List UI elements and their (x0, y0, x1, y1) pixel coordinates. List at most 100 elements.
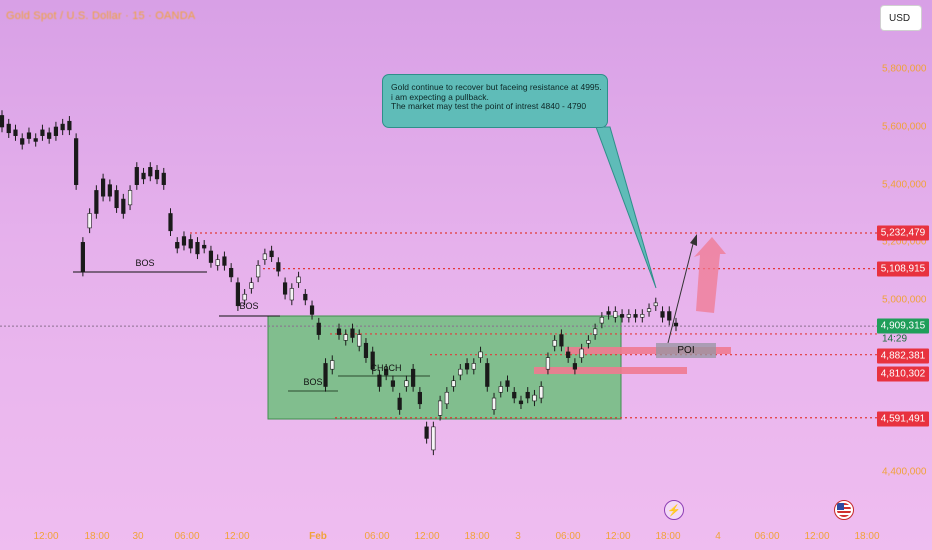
candle-up (640, 314, 645, 318)
candle-down (202, 244, 207, 249)
poi-label[interactable]: POI (656, 343, 716, 358)
candle-down (384, 368, 389, 376)
projection-wedge (694, 237, 726, 313)
candle-up (593, 328, 598, 335)
candle-up (552, 340, 557, 347)
candle-down (316, 322, 321, 335)
candle-up (579, 348, 584, 358)
candle-down (377, 374, 382, 387)
time-tick: 12:00 (224, 531, 250, 542)
price-tick: 4,400,000 (882, 466, 927, 478)
time-tick: 12:00 (605, 531, 631, 542)
time-tick: 18:00 (464, 531, 490, 542)
candle-down (269, 250, 274, 258)
candle-up (478, 351, 483, 358)
price-tick: 5,400,000 (882, 179, 927, 191)
candle-up (343, 334, 348, 341)
time-tick: 06:00 (754, 531, 780, 542)
candle-down (660, 311, 665, 318)
us-flag-graphic (837, 503, 851, 517)
candle-down (619, 314, 625, 318)
candle-up (127, 190, 133, 206)
projection-arrow (667, 239, 695, 344)
candle-down (134, 167, 139, 185)
candle-down (572, 363, 577, 370)
candle-down (74, 138, 79, 185)
poi-zone (534, 367, 687, 374)
candle-up (458, 368, 463, 376)
price-tag-current[interactable]: 4,909,315 (877, 318, 929, 334)
price-tick: 5,000,000 (882, 294, 927, 306)
candle-down (121, 198, 126, 214)
candle-down (370, 351, 375, 370)
analysis-note-line: Gold continue to recover but faceing res… (391, 82, 602, 92)
symbol-title[interactable]: Gold Spot / U.S. Dollar · 15 · OANDA (6, 10, 196, 22)
candle-up (626, 314, 631, 318)
candle-up (87, 213, 92, 229)
price-tag-resistance-top[interactable]: 5,232,479 (877, 225, 929, 241)
time-tick: 4 (715, 531, 721, 542)
price-tag-poi-low[interactable]: 4,810,302 (877, 366, 929, 382)
candle-down (161, 172, 166, 185)
candle-up (404, 380, 409, 387)
analysis-note[interactable]: Gold continue to recover but faceing res… (382, 74, 608, 128)
candle-down (60, 123, 65, 131)
candle-down (363, 342, 369, 358)
candle-down (195, 242, 200, 255)
candle-down (505, 380, 510, 387)
time-tick: 18:00 (854, 531, 880, 542)
candle-down (336, 328, 342, 335)
candle-up (215, 259, 220, 266)
candle-up (653, 302, 658, 307)
candle-down (512, 391, 517, 399)
candle-down (303, 293, 308, 301)
candle-down (323, 363, 328, 387)
time-tick: 06:00 (555, 531, 581, 542)
candle-down (53, 126, 59, 136)
candle-down (525, 391, 530, 399)
candle-down (411, 368, 416, 387)
choch-label: CHoCH (370, 363, 402, 373)
candle-down (518, 400, 524, 405)
candle-down (417, 391, 422, 405)
projection-arrowhead (690, 234, 697, 246)
candle-up (646, 308, 652, 312)
candle-down (276, 262, 281, 272)
price-tag-support[interactable]: 4,591,491 (877, 411, 929, 427)
time-tick: 12:00 (414, 531, 440, 542)
price-tag-resistance-mid[interactable]: 5,108,915 (877, 261, 929, 277)
candle-up (249, 282, 254, 289)
candle-down (566, 351, 571, 358)
candle-down (94, 190, 99, 214)
candle-up (289, 288, 294, 301)
analysis-note-line: The market may test the point of intrest… (391, 101, 587, 111)
candle-up (330, 360, 335, 370)
candle-down (6, 123, 11, 134)
candle-up (262, 253, 267, 260)
candle-down (154, 169, 160, 180)
candle-down (13, 129, 18, 136)
callout-pointer (595, 126, 657, 289)
lightning-icon[interactable]: ⚡ (664, 500, 684, 520)
price-tick: 5,600,000 (882, 121, 927, 133)
candle-down (67, 120, 72, 131)
candle-down (80, 242, 85, 272)
candle-down (235, 282, 241, 307)
price-tag-poi-high[interactable]: 4,882,381 (877, 348, 929, 364)
candle-down (282, 282, 288, 295)
candle-down (20, 138, 25, 145)
candle-down (464, 363, 470, 370)
currency-button[interactable]: USD (880, 5, 922, 31)
bos-label: BOS (239, 301, 259, 311)
candle-up (256, 265, 261, 278)
price-tick: 5,200,000 (882, 236, 927, 248)
us-flag-icon[interactable] (834, 500, 854, 520)
candle-down (148, 167, 153, 177)
candle-up (471, 363, 476, 370)
time-tick: 12:00 (33, 531, 59, 542)
candle-down (606, 311, 611, 315)
candle-down (350, 328, 355, 338)
candle-up (491, 397, 497, 410)
